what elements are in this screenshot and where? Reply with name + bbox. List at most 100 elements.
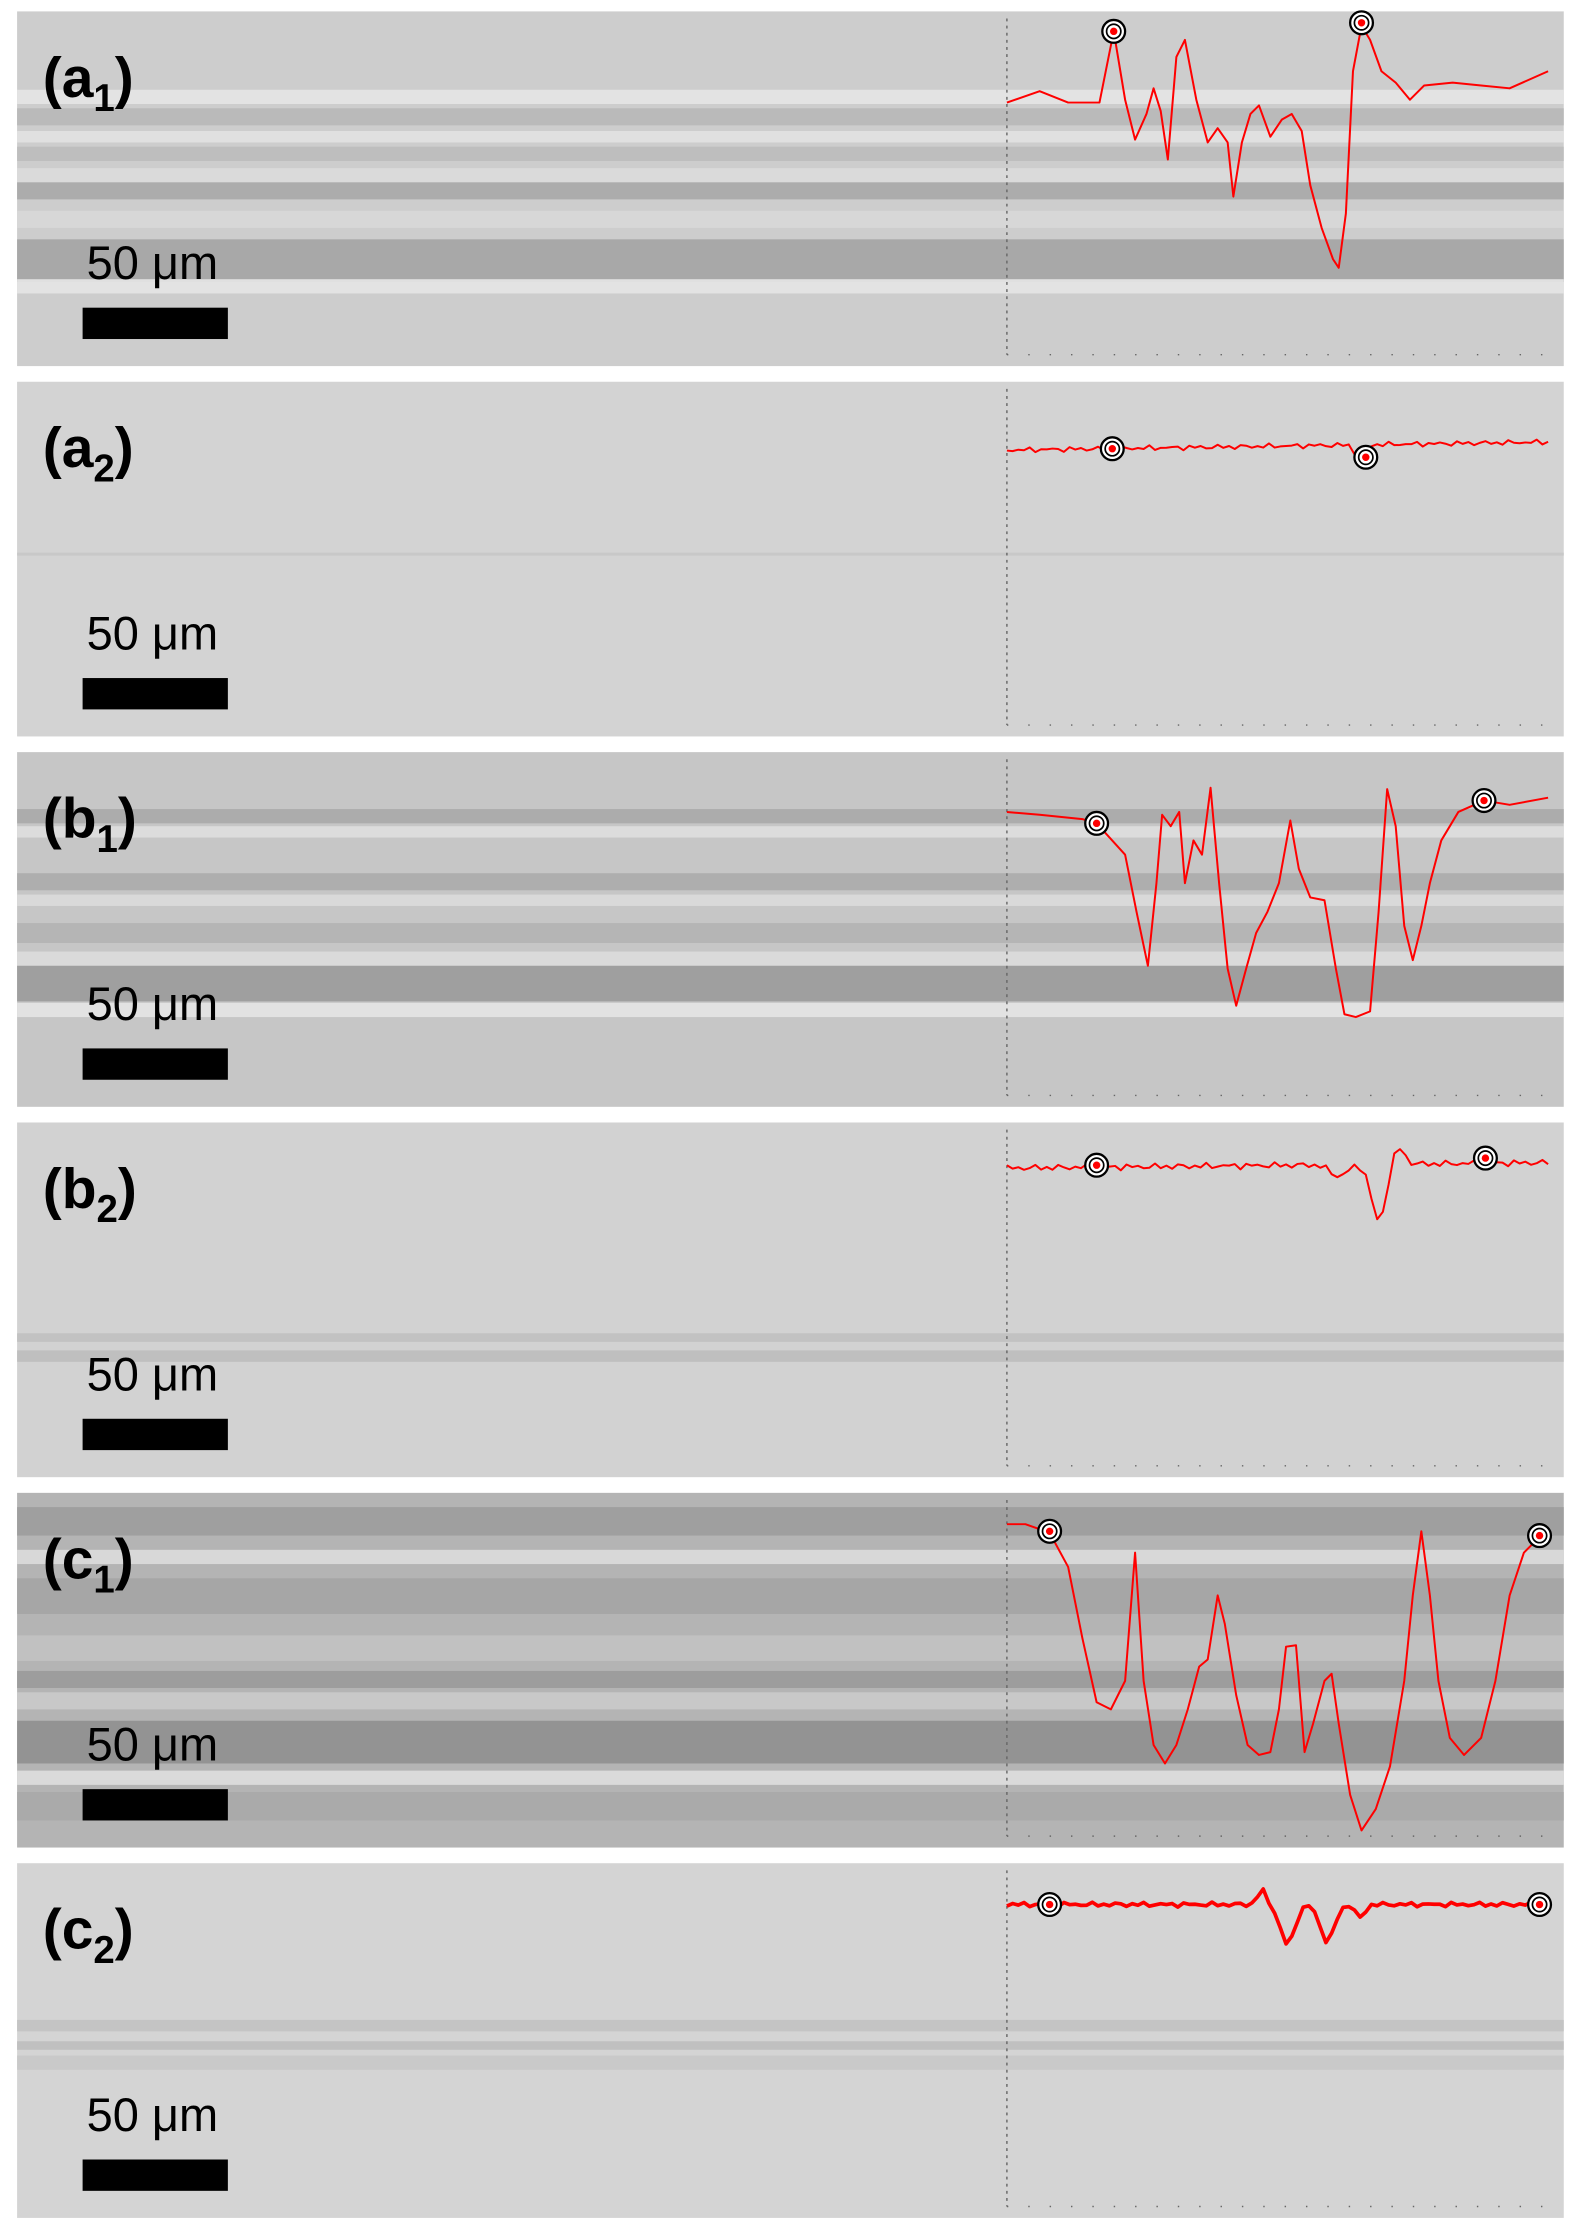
stripe bbox=[17, 210, 1564, 228]
label-open: ( bbox=[43, 1527, 62, 1591]
label-subscript: 2 bbox=[93, 447, 114, 490]
scale-bar-label: 50 μm bbox=[87, 977, 219, 1030]
stripe bbox=[17, 552, 1564, 556]
panel-label: (c1) bbox=[43, 1527, 134, 1601]
micrograph bbox=[17, 1863, 1564, 2218]
marker-ring-inner bbox=[1041, 1523, 1058, 1540]
scale-bar bbox=[82, 307, 228, 340]
label-subscript: 2 bbox=[93, 1929, 114, 1972]
panel-label: (b1) bbox=[43, 787, 137, 861]
scale-bar bbox=[82, 1418, 228, 1451]
stripe bbox=[17, 2041, 1564, 2050]
stripe bbox=[17, 809, 1564, 824]
marker-dot bbox=[1110, 27, 1118, 36]
scale-bar-label: 50 μm bbox=[87, 607, 219, 660]
label-subscript: 1 bbox=[93, 77, 114, 120]
marker-ring-inner bbox=[1531, 1896, 1548, 1913]
marker-ring-inner bbox=[1477, 1150, 1494, 1167]
label-letter: a bbox=[62, 46, 95, 110]
marker-dot bbox=[1092, 1161, 1101, 1169]
marker-ring-inner bbox=[1476, 792, 1492, 809]
panel: (a1) 50 μm bbox=[17, 10, 1564, 367]
panel: (a2) 50 μm bbox=[17, 381, 1564, 737]
label-subscript: 1 bbox=[93, 1559, 114, 1602]
marker-dot bbox=[1535, 1531, 1544, 1540]
stripe bbox=[17, 1507, 1564, 1536]
marker-dot bbox=[1108, 445, 1116, 453]
label-letter: a bbox=[62, 416, 95, 480]
panel-label: (b2) bbox=[43, 1157, 137, 1231]
stripe bbox=[17, 965, 1564, 1002]
stripe bbox=[17, 168, 1564, 183]
stripe bbox=[17, 1002, 1564, 1018]
marker-ring-inner bbox=[1105, 23, 1122, 40]
scale-bar-label: 50 μm bbox=[87, 1347, 219, 1400]
label-subscript: 1 bbox=[97, 818, 118, 861]
marker-dot bbox=[1362, 453, 1370, 461]
label-close: ) bbox=[115, 46, 134, 110]
label-subscript: 2 bbox=[97, 1188, 118, 1231]
label-close: ) bbox=[115, 1898, 134, 1962]
stripe bbox=[17, 2055, 1564, 2070]
marker-ring-inner bbox=[1088, 815, 1105, 832]
label-close: ) bbox=[118, 1157, 137, 1221]
scale-bar-label: 50 μm bbox=[87, 2088, 219, 2141]
scale-bar bbox=[82, 1789, 228, 1821]
stripe bbox=[17, 131, 1564, 143]
label-open: ( bbox=[43, 1157, 62, 1221]
stripe bbox=[17, 894, 1564, 906]
profile-line bbox=[1006, 438, 1549, 463]
label-letter: c bbox=[62, 1898, 94, 1962]
marker-dot bbox=[1535, 1900, 1544, 1909]
stripe bbox=[17, 873, 1564, 891]
stripe bbox=[17, 826, 1564, 838]
panel-label: (c2) bbox=[43, 1898, 134, 1972]
marker-ring-inner bbox=[1041, 1896, 1058, 1913]
stripe bbox=[17, 1770, 1564, 1785]
marker-dot bbox=[1480, 796, 1488, 805]
profile-line bbox=[1006, 1523, 1549, 1832]
panel-label: (a2) bbox=[43, 416, 134, 490]
marker-dot bbox=[1357, 19, 1366, 27]
stripe bbox=[17, 1670, 1564, 1689]
panel: (c2) 50 μm bbox=[17, 1863, 1564, 2218]
marker-ring-inner bbox=[1357, 449, 1374, 466]
label-letter: b bbox=[62, 1157, 97, 1221]
marker-ring-inner bbox=[1104, 440, 1121, 457]
panel: (b2) 50 μm bbox=[17, 1122, 1564, 1478]
label-open: ( bbox=[43, 787, 62, 851]
marker-dot bbox=[1045, 1900, 1054, 1909]
scale-bar-label: 50 μm bbox=[87, 1718, 219, 1771]
stripe bbox=[17, 239, 1564, 283]
scale-bar bbox=[82, 1048, 228, 1080]
marker-ring-inner bbox=[1531, 1527, 1548, 1544]
stripe bbox=[17, 1333, 1564, 1342]
profile-line bbox=[1006, 24, 1549, 269]
label-open: ( bbox=[43, 416, 62, 480]
marker-ring-inner bbox=[1088, 1157, 1105, 1174]
panel: (b1) 50 μm bbox=[17, 752, 1564, 1107]
stripe bbox=[17, 951, 1564, 966]
micrograph bbox=[17, 381, 1564, 737]
stripe bbox=[17, 1635, 1564, 1661]
stripe bbox=[17, 1578, 1564, 1614]
label-open: ( bbox=[43, 46, 62, 110]
label-close: ) bbox=[115, 416, 134, 480]
stripe bbox=[17, 146, 1564, 161]
panel: (c1) 50 μm bbox=[17, 1492, 1564, 1848]
stripe bbox=[17, 1720, 1564, 1764]
label-open: ( bbox=[43, 1898, 62, 1962]
stripe bbox=[17, 923, 1564, 944]
marker-dot bbox=[1092, 819, 1101, 828]
label-letter: b bbox=[62, 787, 97, 851]
scale-bar bbox=[82, 678, 228, 710]
label-letter: c bbox=[62, 1527, 94, 1591]
stripe bbox=[17, 182, 1564, 200]
stripe bbox=[17, 1791, 1564, 1821]
marker-ring-inner bbox=[1353, 14, 1370, 31]
marker-dot bbox=[1045, 1527, 1054, 1536]
stripe bbox=[17, 1692, 1564, 1710]
profile-line bbox=[1006, 1887, 1549, 1946]
stripe bbox=[17, 108, 1564, 126]
